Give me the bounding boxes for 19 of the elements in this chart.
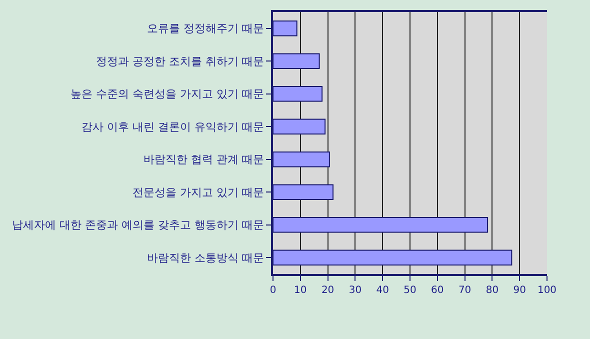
x-tick-label: 20 — [321, 285, 334, 296]
x-tick-label: 90 — [513, 285, 526, 296]
x-tick-label: 100 — [537, 285, 557, 296]
x-tick-label: 70 — [458, 285, 472, 296]
x-tick-label: 10 — [294, 285, 307, 296]
y-tick-label: 정정과 공정한 조치를 취하기 때문 — [96, 54, 264, 68]
x-tick-label: 0 — [270, 285, 276, 296]
y-tick-label: 전문성을 가지고 있기 때문 — [132, 186, 264, 199]
y-tick-label: 높은 수준의 숙련성을 가지고 있기 때문 — [70, 88, 264, 101]
x-tick-label: 50 — [404, 285, 416, 296]
x-tick-label: 60 — [431, 285, 444, 296]
y-tick-label: 바람직한 소통방식 때문 — [146, 251, 264, 264]
x-tick-label: 80 — [486, 285, 499, 296]
x-tick-label: 40 — [376, 285, 389, 296]
y-tick-label: 감사 이후 내린 결론이 유익하기 때문 — [81, 120, 264, 134]
x-tick-label: 30 — [348, 285, 362, 296]
y-tick-label: 납세자에 대한 존중과 예의를 갖추고 행동하기 때문 — [12, 218, 264, 232]
y-tick-label: 바람직한 협력 관계 때문 — [143, 153, 264, 166]
y-tick-label: 오류를 정정해주기 때문 — [146, 22, 264, 36]
